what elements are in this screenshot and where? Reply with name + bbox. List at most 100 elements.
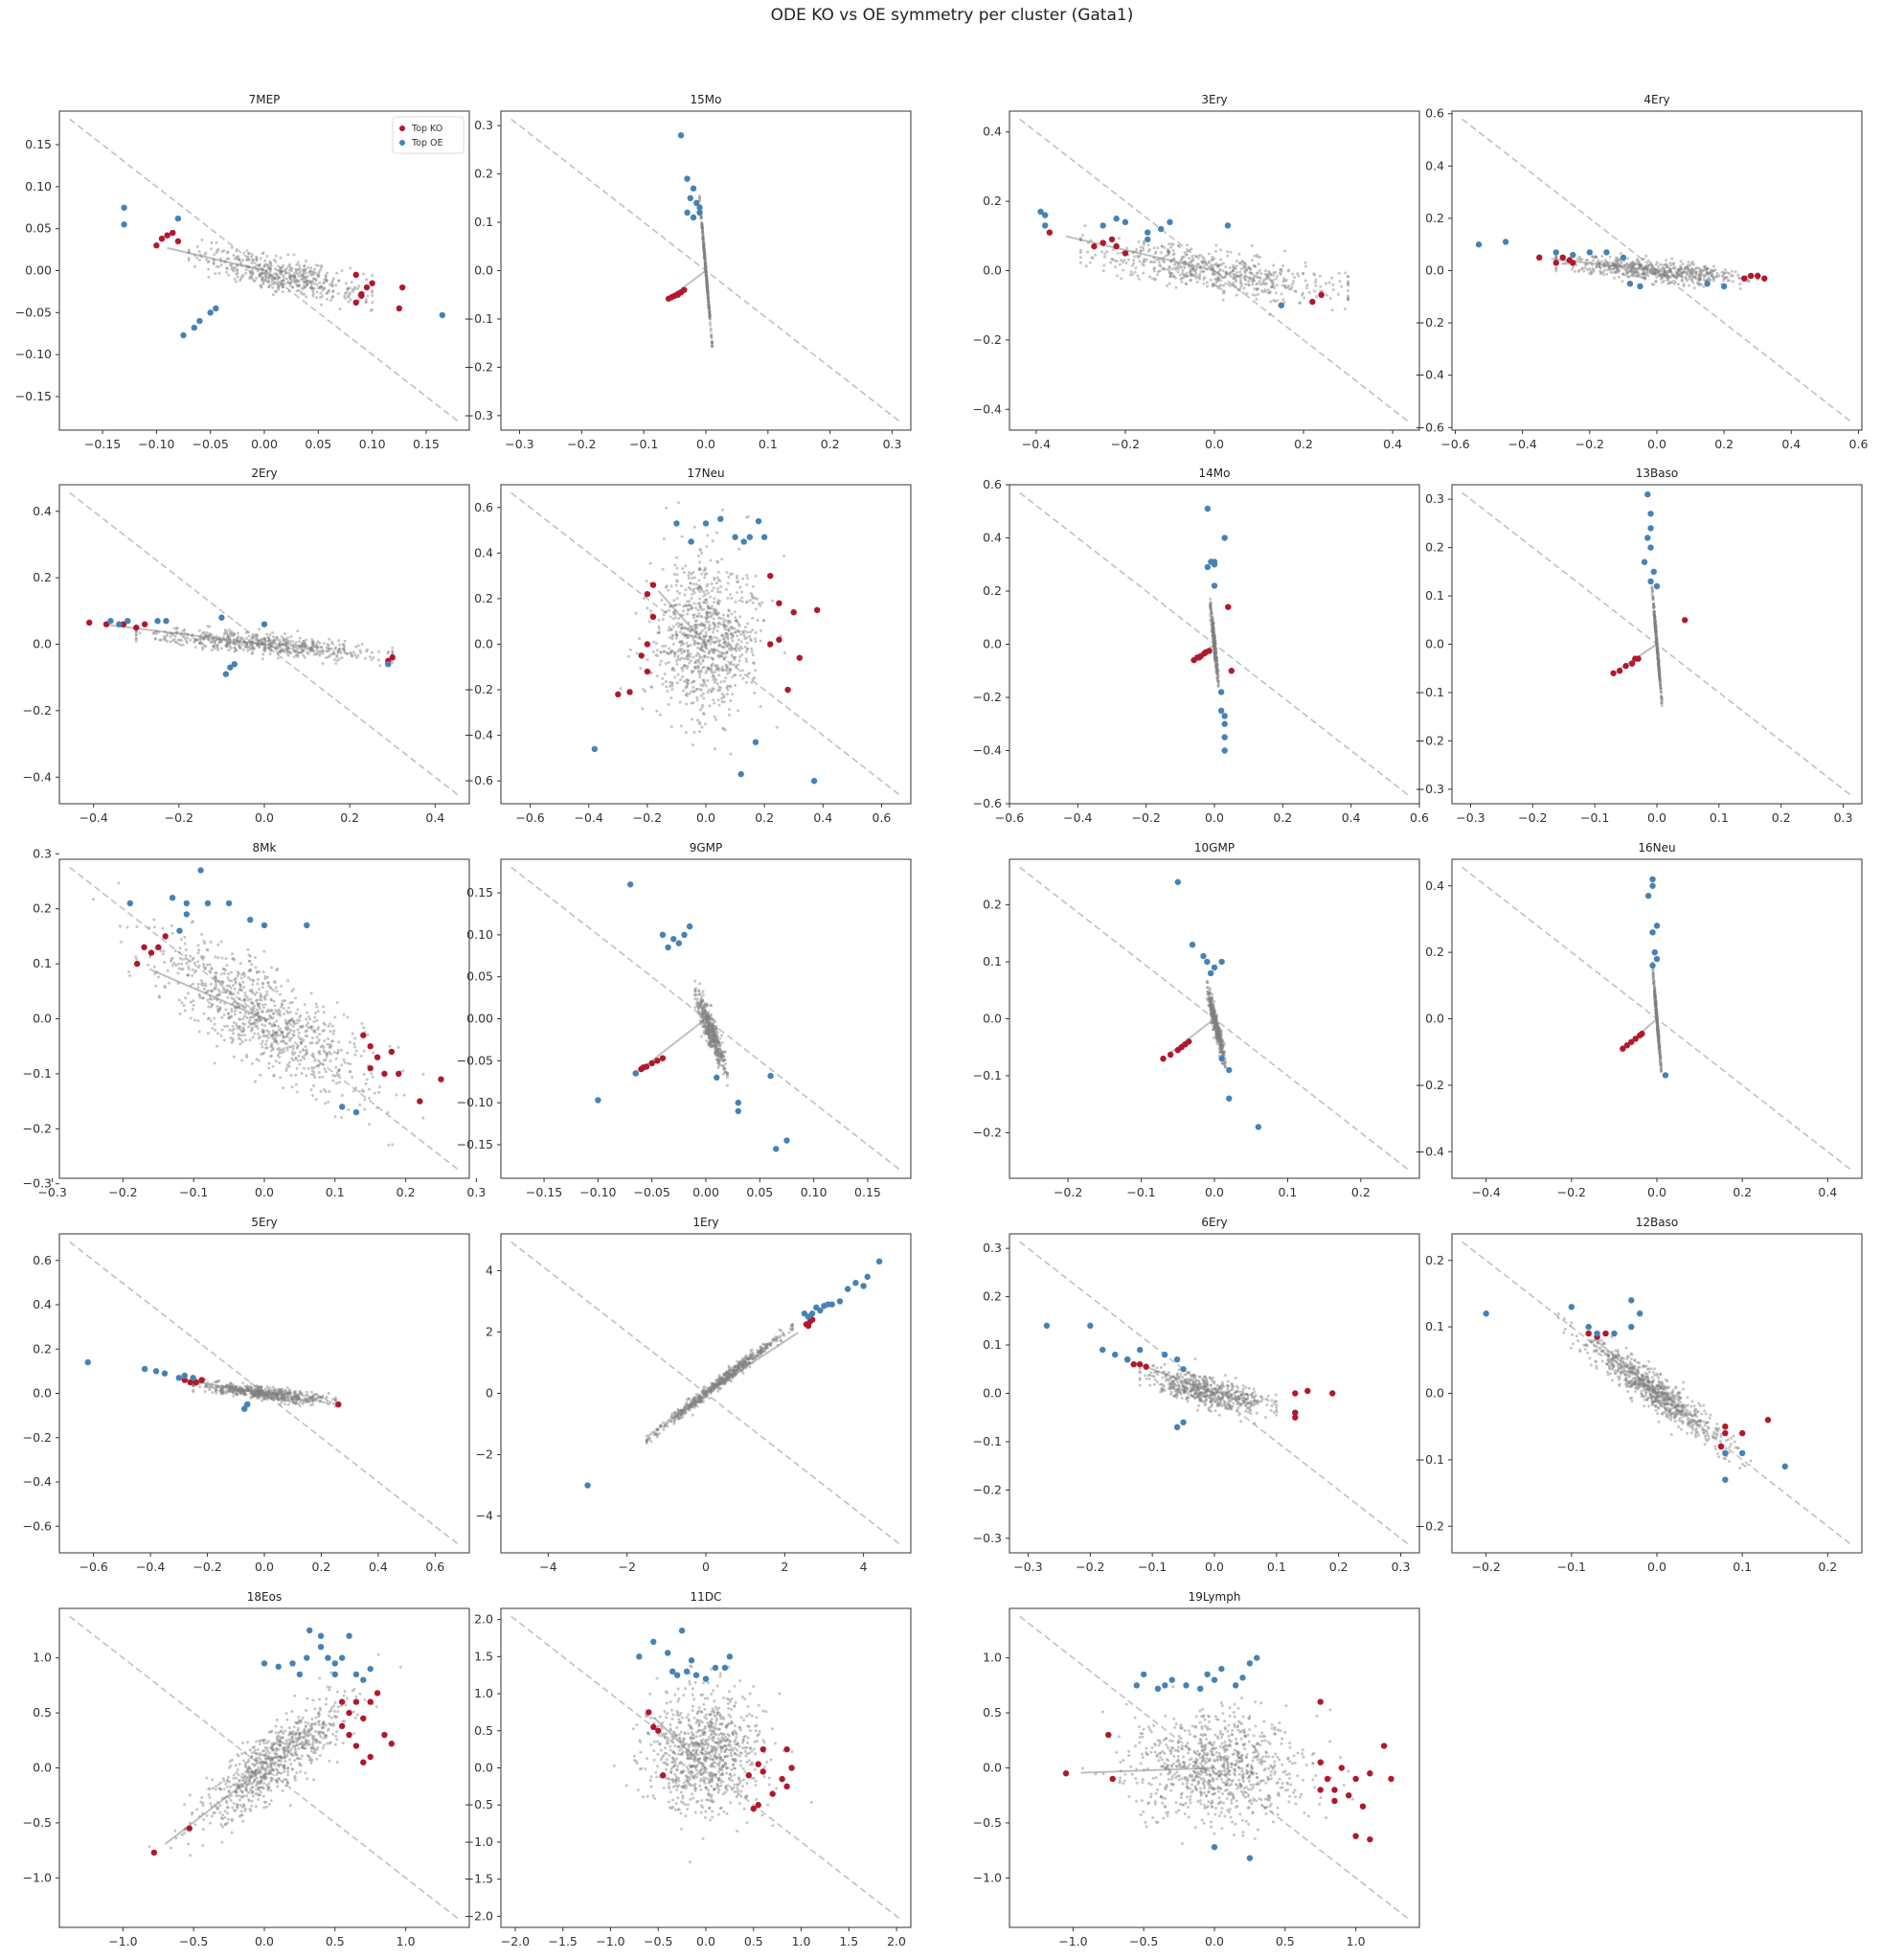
background-point [706,666,710,670]
background-point [1195,266,1199,270]
background-point [699,645,703,649]
background-point [1216,277,1220,281]
background-point [678,630,682,634]
top-oe-point [717,515,724,522]
legend-entry: Top OE [411,138,443,148]
top-ko-point [170,229,176,237]
background-point [703,722,707,726]
top-oe-point [1586,249,1594,256]
background-point [147,963,150,967]
background-point [721,613,725,617]
background-point [178,946,182,950]
background-point [309,649,313,652]
background-point [283,278,286,282]
background-point [204,258,208,262]
background-point [702,696,706,700]
background-point [703,257,707,261]
background-point [272,640,276,644]
background-point [1654,280,1658,284]
background-point [703,257,707,261]
background-point [1630,274,1634,278]
background-point [325,646,329,649]
background-point [744,515,748,519]
background-point [208,638,212,642]
background-point [199,641,203,645]
background-point [280,270,283,274]
background-point [1157,261,1161,264]
background-point [212,262,215,265]
background-point [705,281,709,285]
background-point [1235,280,1238,284]
background-point [1588,272,1592,276]
background-point [1209,602,1213,605]
background-point [1678,273,1682,277]
background-point [1643,276,1647,280]
background-point [706,691,710,695]
background-point [1608,267,1612,271]
plot-area [1019,491,1410,797]
background-point [258,263,261,267]
background-point [737,659,741,663]
background-point [677,625,681,628]
background-point [701,628,705,632]
top-ko-point [1741,275,1748,282]
background-point [654,653,658,657]
background-point [292,646,296,649]
background-point [1178,264,1182,268]
top-ko-point [1570,260,1576,266]
background-point [237,255,240,259]
background-point [1706,267,1710,271]
background-point [173,640,177,644]
background-point [192,1003,195,1007]
background-point [279,644,283,648]
background-point [1722,271,1726,275]
background-point [182,628,186,632]
background-point [337,279,341,283]
background-point [326,271,329,275]
background-point [731,693,735,696]
background-point [1211,282,1214,285]
background-point [702,246,706,250]
background-point [683,664,687,668]
background-point [699,216,703,220]
y-tick-label: 0.6 [1425,106,1444,121]
background-point [153,636,157,640]
background-point [1697,282,1701,285]
background-point [1711,279,1715,283]
background-point [709,610,713,614]
background-point [224,270,228,274]
background-point [309,647,313,650]
background-point [290,285,294,289]
background-point [701,236,705,239]
background-point [704,263,708,267]
background-point [1617,268,1621,272]
background-point [284,641,288,645]
background-point [1109,261,1113,264]
background-point [235,257,238,261]
background-point [1275,284,1279,287]
background-point [1125,246,1129,250]
background-point [704,267,708,271]
background-point [703,251,707,255]
background-point [674,623,678,626]
background-point [718,644,722,648]
background-point [346,286,350,290]
background-point [669,680,672,684]
background-point [263,646,267,649]
background-point [1641,258,1644,262]
background-point [1682,284,1686,287]
background-point [349,651,352,655]
background-point [267,274,271,278]
background-point [702,243,706,247]
background-point [702,249,706,253]
background-point [312,646,316,649]
background-point [304,267,307,271]
background-point [1674,277,1678,281]
background-point [698,672,702,676]
background-point [322,281,326,285]
background-point [1672,279,1676,283]
background-point [692,591,696,595]
y-tick-label: 0.4 [983,531,1002,545]
background-point [684,686,688,690]
background-point [148,955,152,959]
